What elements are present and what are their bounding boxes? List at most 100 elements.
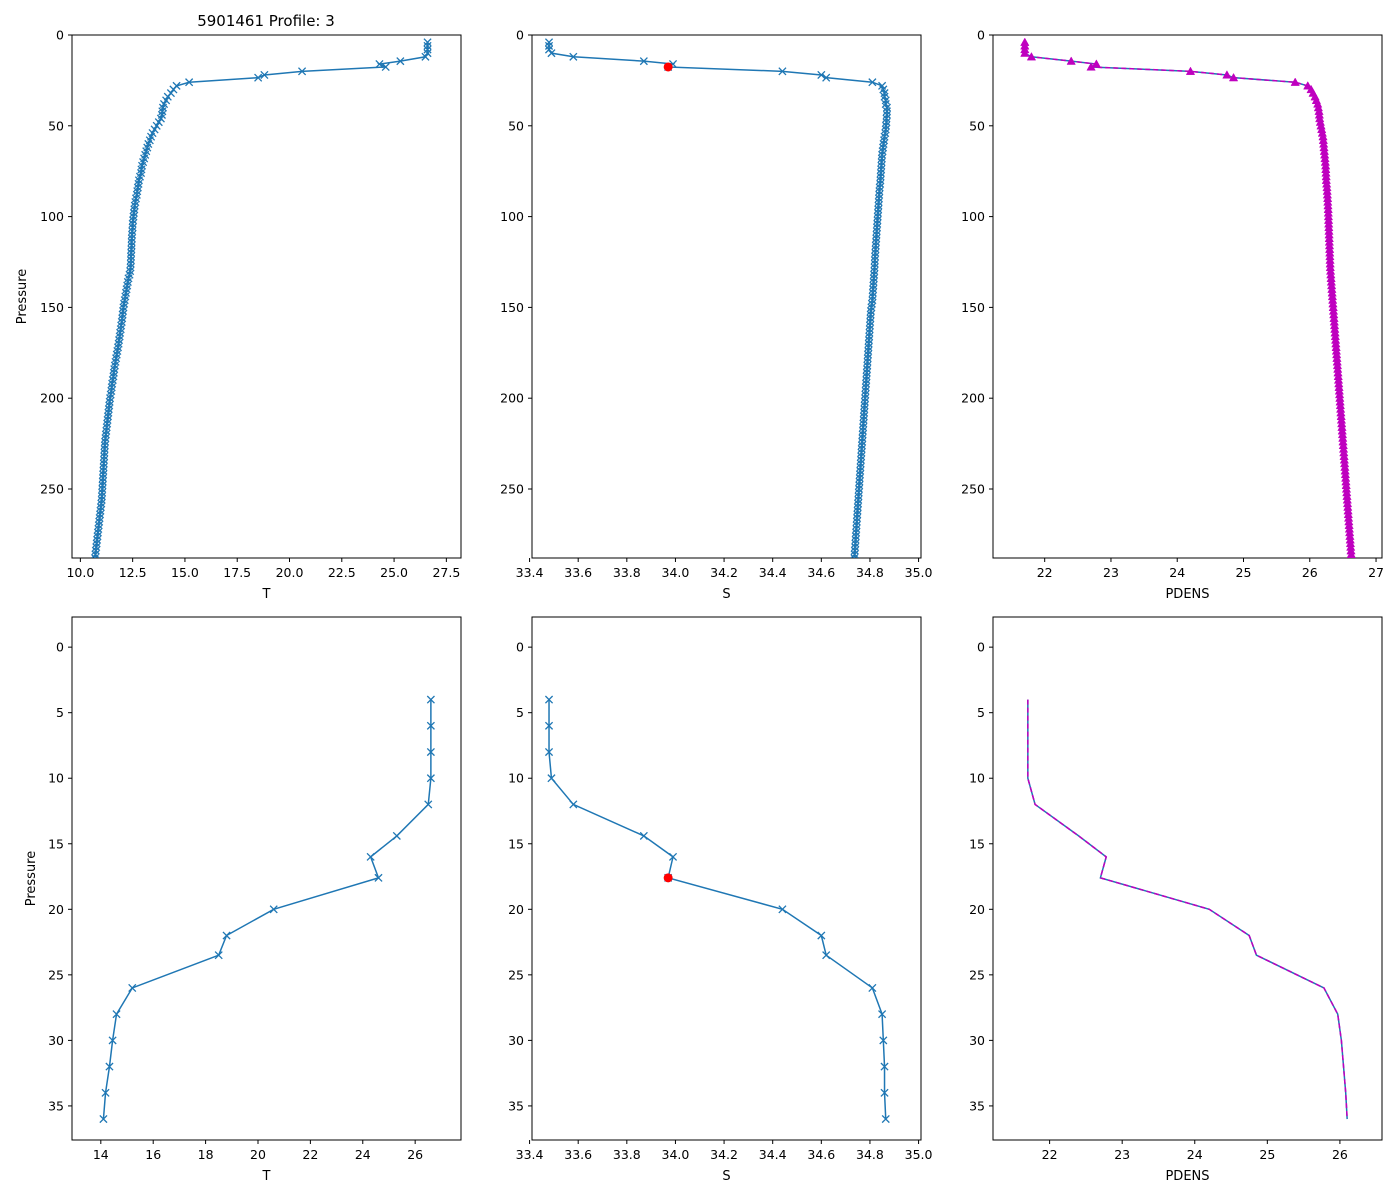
x-marker <box>876 172 885 181</box>
x-marker <box>169 85 178 94</box>
x-marker <box>426 747 435 757</box>
x-marker <box>392 831 401 840</box>
x-tick-label: 27 <box>1368 565 1384 580</box>
x-marker <box>866 306 875 316</box>
y-tick-label: 150 <box>40 300 64 315</box>
x-marker <box>421 52 430 61</box>
x-marker <box>854 495 863 504</box>
x-marker <box>877 158 886 167</box>
x-marker <box>423 38 432 47</box>
x-marker <box>374 873 383 882</box>
y-tick-label: 5 <box>56 705 64 720</box>
x-marker <box>423 41 432 50</box>
x-tick-label: 34.6 <box>807 1147 835 1162</box>
y-tick-label: 20 <box>969 902 985 917</box>
x-marker <box>870 267 879 276</box>
x-marker <box>880 89 889 98</box>
x-axis-label: PDENS <box>1165 1169 1209 1184</box>
x-marker <box>854 484 864 494</box>
x-marker <box>875 187 884 196</box>
x-marker <box>851 535 860 544</box>
x-marker <box>426 695 435 704</box>
x-marker <box>853 510 862 519</box>
x-marker <box>99 459 108 468</box>
triangle-marker <box>1185 66 1196 75</box>
x-marker <box>865 325 874 334</box>
x-marker <box>423 45 432 54</box>
x-marker <box>878 150 887 159</box>
axes-frame <box>992 616 1383 1141</box>
x-marker <box>778 67 787 76</box>
y-tick-label: 15 <box>48 836 64 851</box>
x-marker <box>882 114 891 123</box>
x-tick-label: 22 <box>1037 565 1053 580</box>
x-marker <box>98 474 108 483</box>
x-marker <box>127 248 136 257</box>
panel-bottom-right: 22 23 24 25 26 0 5 10 15 20 25 30 35 PDENS <box>969 616 1383 1184</box>
x-marker <box>866 314 875 323</box>
x-tick-label: 25.0 <box>380 565 408 580</box>
x-tick-label: 33.8 <box>613 1147 641 1162</box>
x-marker <box>865 332 874 341</box>
x-marker <box>863 361 872 370</box>
y-tick-label: 30 <box>508 1033 524 1048</box>
x-marker <box>544 41 554 50</box>
y-tick-label: 35 <box>969 1098 985 1113</box>
x-marker <box>879 1036 888 1045</box>
y-axis-label: Pressure <box>24 851 39 907</box>
triangle-marker <box>1091 59 1102 68</box>
x-marker <box>864 339 873 348</box>
x-marker <box>870 259 879 268</box>
x-marker <box>855 477 864 486</box>
triangle-marker <box>1222 70 1232 79</box>
x-tick-label: 22.5 <box>328 565 356 580</box>
x-tick-label: 23 <box>1103 565 1119 580</box>
x-marker <box>162 96 171 105</box>
y-tick-label: 100 <box>40 209 64 224</box>
y-tick-label: 50 <box>969 118 985 133</box>
x-marker <box>881 96 890 105</box>
x-marker <box>105 1062 114 1071</box>
x-marker <box>100 441 109 450</box>
x-axis-label: T <box>262 587 271 602</box>
triangle-marker <box>1086 62 1096 71</box>
x-marker <box>126 252 136 261</box>
x-marker <box>269 905 278 914</box>
x-marker <box>822 951 831 960</box>
x-marker <box>851 532 860 541</box>
x-marker <box>858 430 867 439</box>
x-marker <box>99 466 108 475</box>
x-tick-label: 34.4 <box>759 565 787 580</box>
x-marker <box>156 114 165 123</box>
x-marker <box>880 1062 889 1071</box>
x-tick-label: 34.6 <box>807 565 835 580</box>
x-marker <box>126 259 135 268</box>
x-marker <box>154 118 163 127</box>
x-tick-label: 26 <box>1302 565 1318 580</box>
panel-bottom-left: 14 16 18 20 22 24 26 0 5 10 15 20 25 30 35 T Pressure <box>24 616 462 1184</box>
x-marker <box>547 774 556 783</box>
x-marker <box>99 455 109 464</box>
x-tick-label: 27.5 <box>432 565 460 580</box>
x-marker <box>152 121 161 130</box>
x-marker <box>857 441 866 450</box>
x-marker <box>859 423 868 432</box>
x-marker <box>214 951 223 960</box>
x-marker <box>855 481 864 490</box>
x-marker <box>854 492 863 501</box>
x-tick-label: 34.0 <box>662 565 690 580</box>
x-marker <box>858 434 867 443</box>
y-tick-label: 20 <box>508 902 524 917</box>
x-marker <box>98 484 107 494</box>
triangle-marker <box>1020 48 1030 57</box>
y-tick-label: 200 <box>40 391 64 406</box>
x-marker <box>423 49 432 58</box>
x-marker <box>863 354 872 363</box>
x-marker <box>97 492 106 501</box>
x-marker <box>856 466 865 475</box>
triangle-marker <box>1228 72 1239 82</box>
x-tick-label: 34.8 <box>856 1147 884 1162</box>
x-marker <box>185 78 194 87</box>
x-marker <box>865 328 874 337</box>
x-marker <box>127 237 136 247</box>
